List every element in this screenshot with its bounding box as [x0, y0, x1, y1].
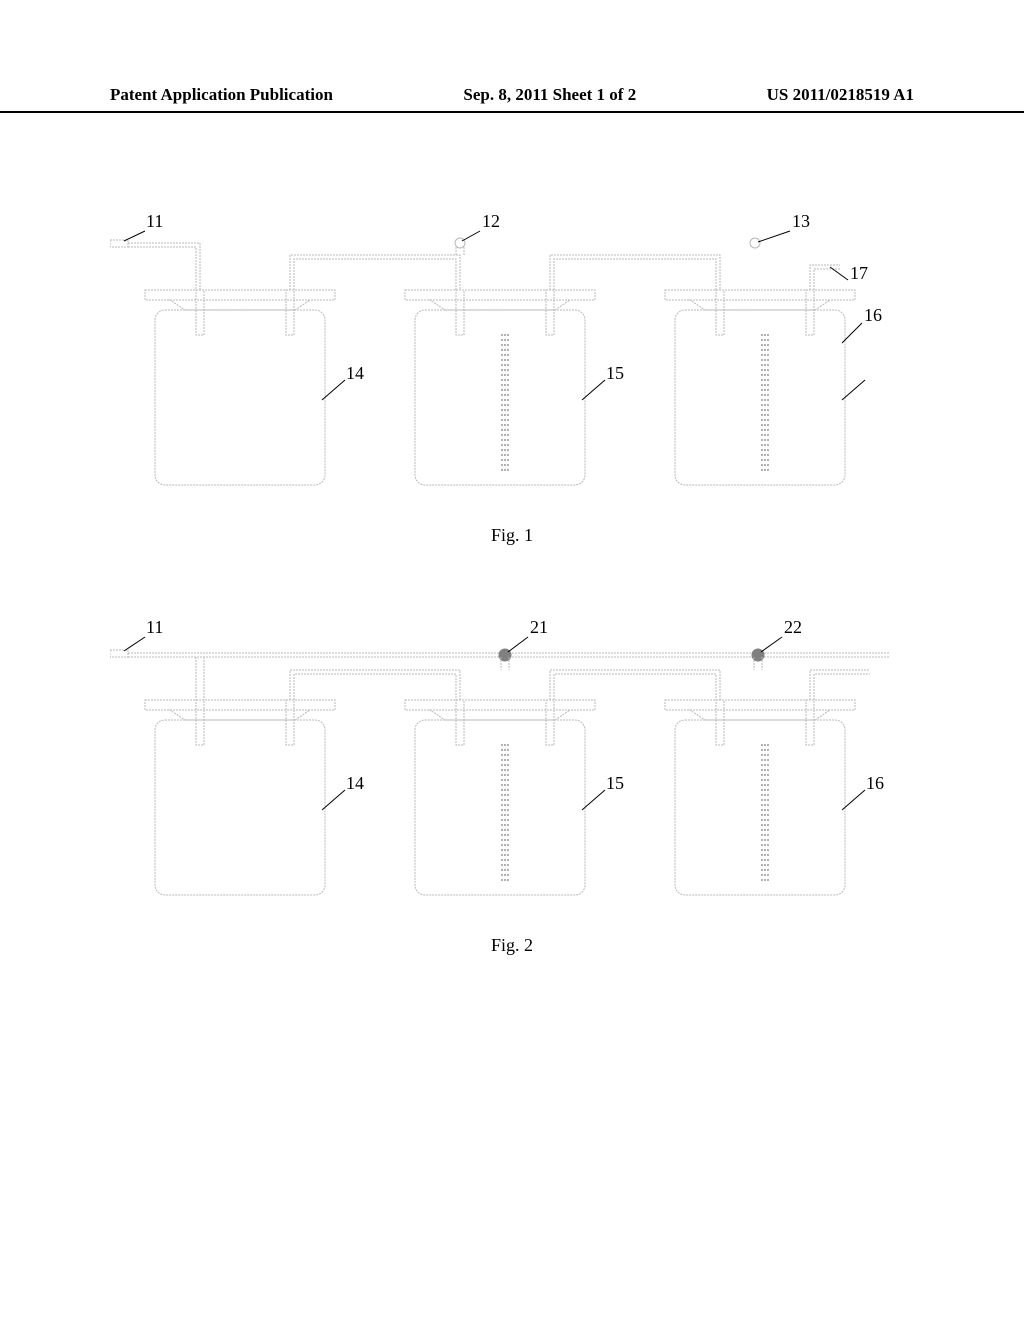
fig2-label-14: 14: [346, 773, 364, 794]
figure-1: 11 12 13 17 16 14 15 16: [110, 205, 914, 515]
fig1-label-14: 14: [346, 363, 364, 384]
fig2-label-11: 11: [146, 617, 163, 638]
fig2-label-21: 21: [530, 617, 548, 638]
patent-header: Patent Application Publication Sep. 8, 2…: [0, 85, 1024, 113]
figure-1-svg: [110, 205, 914, 555]
fig1-label-17: 17: [850, 263, 868, 284]
fig2-label-15: 15: [606, 773, 624, 794]
figure-2: 11 21 22 14 15 16: [110, 615, 914, 925]
header-left: Patent Application Publication: [110, 85, 333, 105]
header-right: US 2011/0218519 A1: [767, 85, 914, 105]
fig1-label-12: 12: [482, 211, 500, 232]
fig1-label-13: 13: [792, 211, 810, 232]
fig2-label-22: 22: [784, 617, 802, 638]
figure-2-caption: Fig. 2: [0, 935, 1024, 956]
fig1-label-15: 15: [606, 363, 624, 384]
fig1-label-16: 16: [864, 305, 882, 326]
figure-1-caption: Fig. 1: [0, 525, 1024, 546]
figure-2-svg: [110, 615, 914, 965]
fig2-label-16: 16: [866, 773, 884, 794]
fig1-label-11: 11: [146, 211, 163, 232]
header-center: Sep. 8, 2011 Sheet 1 of 2: [463, 85, 636, 105]
